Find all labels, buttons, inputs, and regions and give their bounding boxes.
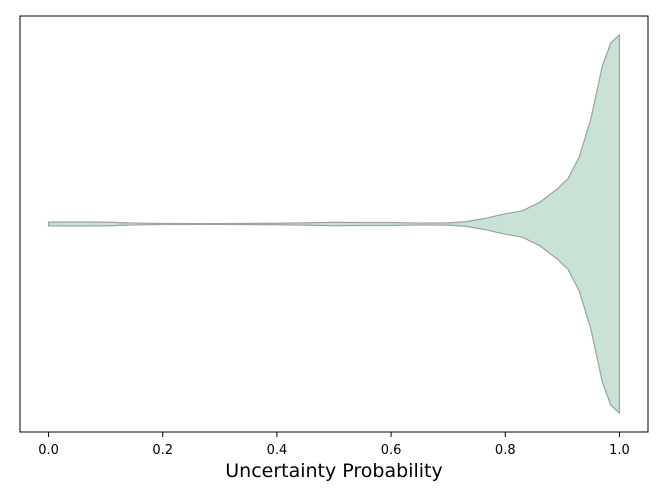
x-tick-label-3: 0.6 [381, 443, 402, 458]
x-tick-label-2: 0.4 [267, 443, 288, 458]
x-tick-label-5: 1.0 [609, 443, 630, 458]
violin-body [47, 33, 621, 415]
x-tick-label-1: 0.2 [152, 443, 173, 458]
x-tick-label-0: 0.0 [38, 443, 59, 458]
x-tick-label-4: 0.8 [495, 443, 516, 458]
x-axis-label: Uncertainty Probability [225, 460, 442, 482]
x-axis: 0.0 0.2 0.4 0.6 0.8 1.0 [38, 432, 630, 458]
plot-frame [19, 15, 649, 433]
